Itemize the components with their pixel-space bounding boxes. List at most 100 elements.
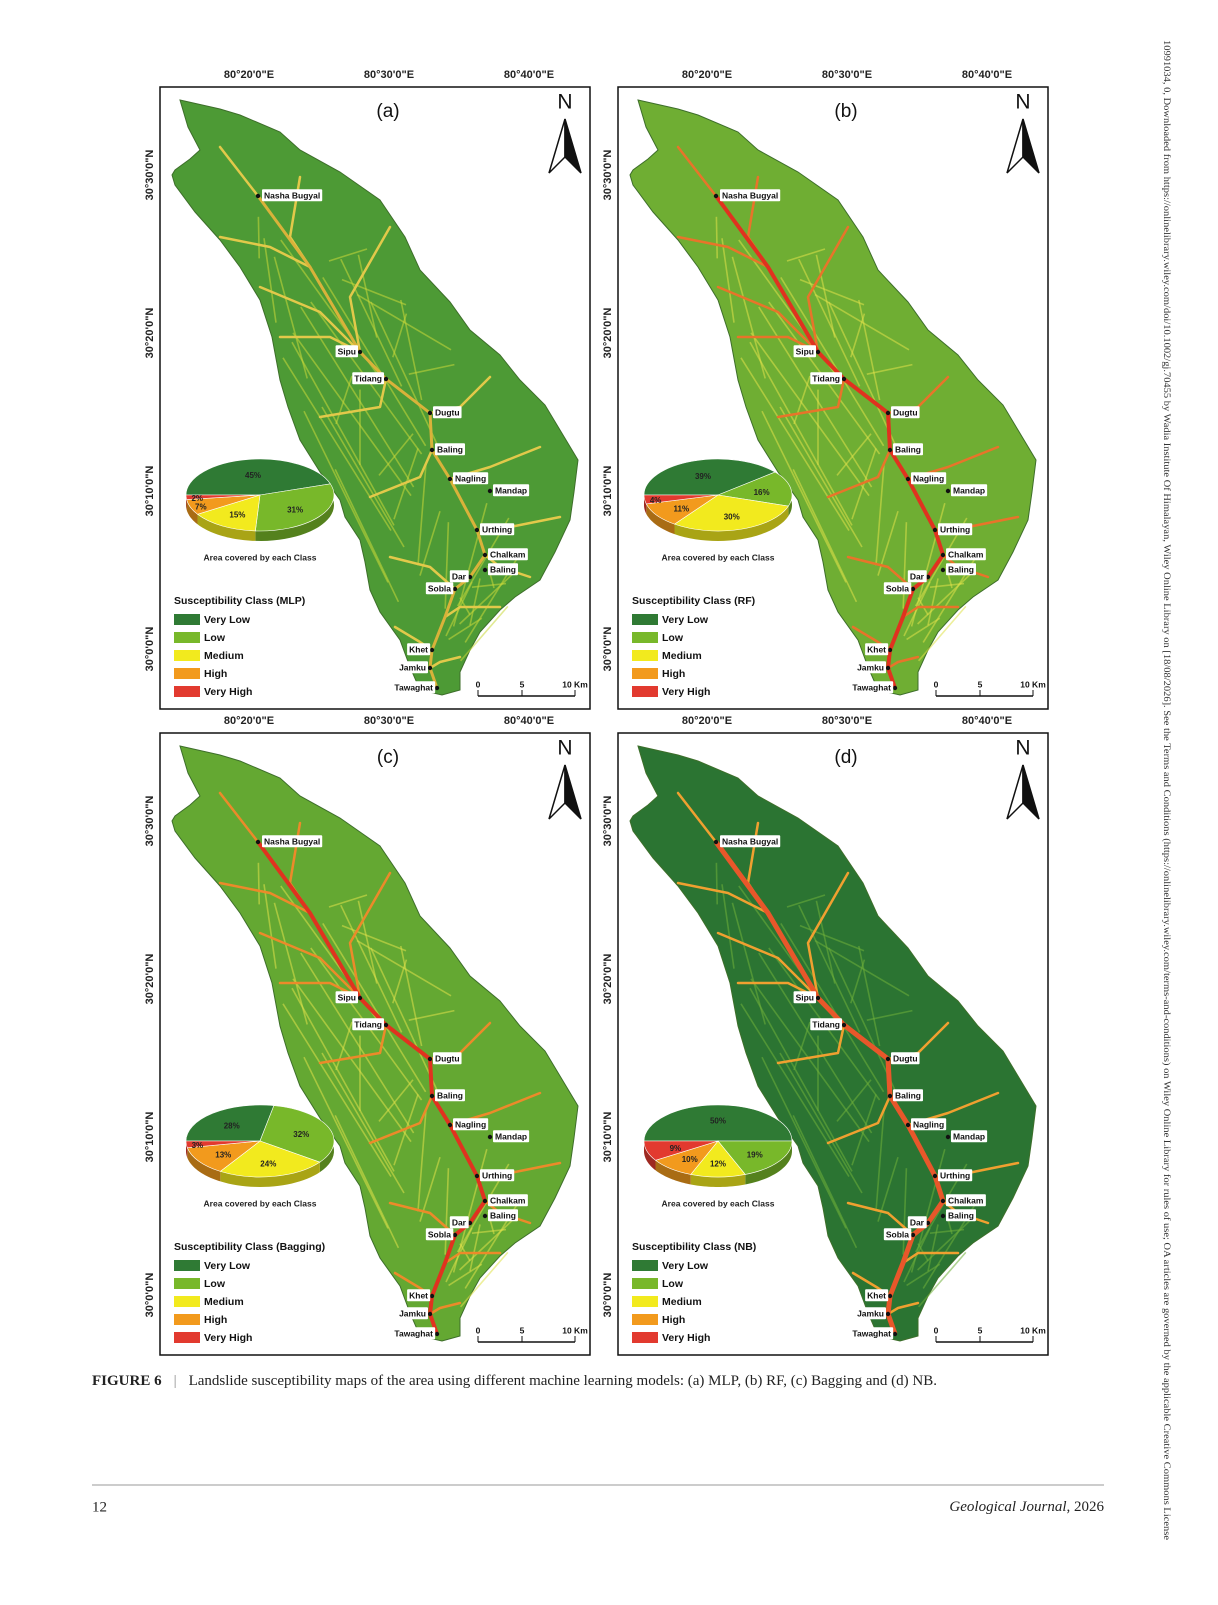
terrain-texture [798, 258, 861, 387]
place-label-box [865, 1289, 889, 1302]
place-dot [427, 1311, 433, 1317]
latitude-label: 30°20'0"N [602, 308, 614, 359]
terrain-texture [322, 276, 427, 447]
pie-side [690, 1174, 746, 1187]
longitude-label: 80°40'0"E [962, 715, 1012, 727]
terrain-texture [340, 904, 403, 1033]
longitude-label: 80°40'0"E [504, 69, 554, 81]
place-label: Jamku [857, 662, 884, 672]
map-panel: Nasha Bugyal Sipu Tidang Dugtu Baling Nagling… [617, 732, 1049, 1356]
place-label-box [893, 1089, 923, 1102]
scale-label: 5 [520, 1325, 525, 1335]
pie-caption: Area covered by each Class [662, 1198, 775, 1208]
scale-label: 5 [520, 679, 525, 689]
place-label-box [392, 1327, 436, 1340]
caption-separator: | [174, 1373, 177, 1389]
tributary [776, 377, 846, 419]
scale-label: 0 [934, 679, 939, 689]
scale-label: 0 [476, 679, 481, 689]
north-arrow-right [1022, 118, 1040, 174]
latitude-label: 30°10'0"N [144, 466, 156, 517]
place-label: Jamku [399, 662, 426, 672]
place-dot [910, 586, 916, 592]
tributary [846, 555, 915, 591]
place-dot [885, 665, 891, 671]
terrain-texture [815, 254, 836, 338]
terrain-texture [799, 924, 865, 952]
longitude-label: 80°40'0"E [504, 715, 554, 727]
place-dot [429, 1293, 435, 1299]
legend-swatch [174, 1296, 200, 1307]
place-label-box [433, 1052, 462, 1065]
terrain-texture [263, 884, 277, 969]
pie-caption: Area covered by each Class [204, 1198, 317, 1208]
terrain-texture [292, 332, 412, 497]
longitude-label: 80°30'0"E [364, 715, 414, 727]
terrain-texture [408, 363, 455, 375]
pie-value-label: 10% [682, 1155, 698, 1164]
latitude-label: 30°30'0"N [602, 150, 614, 201]
place-label-box [951, 484, 988, 497]
place-label: Chalkam [948, 549, 984, 559]
terrain-texture [836, 1079, 872, 1122]
legend-swatch [174, 650, 200, 661]
tributary [218, 235, 312, 269]
pie-value-label: 9% [670, 1144, 682, 1153]
terrain-texture [836, 433, 872, 476]
place-label: Tawaghat [852, 682, 891, 692]
place-label-box [433, 406, 462, 419]
place-label: Mandap [495, 485, 527, 495]
place-dot [905, 476, 911, 482]
tributary [806, 871, 850, 1000]
place-dot [434, 685, 440, 691]
place-label-box [397, 661, 428, 674]
terrain-texture [780, 276, 885, 447]
terrain-texture [334, 469, 400, 603]
pie-slice [219, 1140, 321, 1178]
terrain-texture [334, 1115, 400, 1249]
terrain-texture [263, 238, 277, 323]
place-dot [447, 1122, 453, 1128]
scale-label: 5 [978, 1325, 983, 1335]
pie-value-label: 28% [224, 1121, 240, 1130]
legend-label: High [662, 668, 685, 680]
tributary [348, 225, 392, 354]
place-label: Dar [910, 571, 925, 581]
terrain-texture [328, 894, 368, 908]
place-dot [885, 1056, 891, 1062]
latitude-label: 30°10'0"N [602, 466, 614, 517]
journal-name: Geological Journal [949, 1499, 1066, 1515]
pie-slice [186, 1140, 262, 1172]
pie-slice [643, 1140, 719, 1161]
terrain-texture [779, 406, 863, 548]
pie-slice [716, 471, 793, 507]
place-dot [887, 1293, 893, 1299]
pie-value-label: 31% [287, 505, 303, 514]
place-dot [940, 1213, 946, 1219]
place-label: Nasha Bugyal [722, 190, 778, 200]
terrain-texture [340, 258, 403, 387]
place-label-box [435, 443, 465, 456]
place-label-box [883, 1228, 912, 1241]
place-dot [940, 1198, 946, 1204]
pie-value-label: 24% [260, 1159, 276, 1168]
terrain-texture [780, 922, 885, 1093]
terrain-texture [257, 216, 260, 259]
tributary [428, 655, 462, 670]
place-label: Tawaghat [394, 682, 433, 692]
terrain-texture [917, 1217, 974, 1271]
place-dot [487, 488, 493, 494]
terrain-texture [721, 884, 735, 969]
pie-caption: Area covered by each Class [662, 552, 775, 562]
place-label-box [407, 1289, 431, 1302]
terrain-texture [715, 862, 718, 905]
terrain-texture [850, 959, 866, 1004]
place-label-box [449, 1216, 469, 1229]
pie-value-label: 32% [293, 1130, 309, 1139]
place-label: Khet [867, 644, 886, 654]
pie-value-label: 19% [747, 1150, 763, 1159]
map-panel: Nasha Bugyal Sipu Tidang Dugtu Baling Nagling… [159, 732, 591, 1356]
terrain-texture [408, 1009, 455, 1021]
pie-side [220, 1162, 320, 1187]
